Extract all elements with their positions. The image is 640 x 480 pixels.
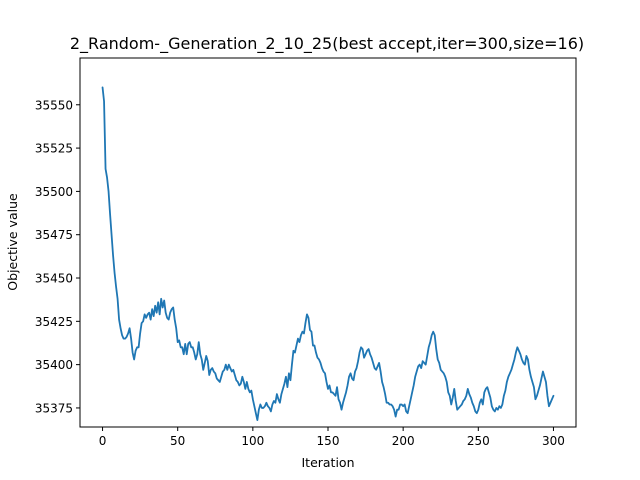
x-tick-label-1: 50 (170, 434, 185, 448)
x-tick-label-0: 0 (99, 434, 107, 448)
series-line-0 (101, 86, 555, 421)
y-tick-label-2: 35425 (35, 315, 73, 329)
x-tick-label-6: 300 (542, 434, 565, 448)
chart-title: 2_Random-_Generation_2_10_25(best accept… (70, 34, 584, 54)
y-tick-label-1: 35400 (35, 358, 73, 372)
x-tick-label-2: 100 (241, 434, 264, 448)
x-tick-label-5: 250 (467, 434, 490, 448)
y-tick-label-3: 35450 (35, 272, 73, 286)
y-tick-label-6: 35525 (35, 142, 73, 156)
x-axis-label: Iteration (301, 455, 354, 470)
x-tick-label-4: 200 (392, 434, 415, 448)
x-axis-ticks: 0 50 100 150 200 250 300 (99, 427, 565, 448)
series-layer (101, 86, 555, 421)
x-tick-label-3: 150 (317, 434, 340, 448)
plot-area (79, 57, 577, 428)
y-tick-label-4: 35475 (35, 228, 73, 242)
y-tick-label-7: 35550 (35, 98, 73, 112)
y-tick-label-5: 35500 (35, 185, 73, 199)
axes-frame (79, 57, 577, 428)
y-axis-ticks: 35375 35400 35425 35450 35475 35500 35525 35550 (35, 98, 80, 415)
y-tick-label-0: 35375 (35, 401, 73, 415)
y-axis-label: Objective value (5, 193, 20, 291)
